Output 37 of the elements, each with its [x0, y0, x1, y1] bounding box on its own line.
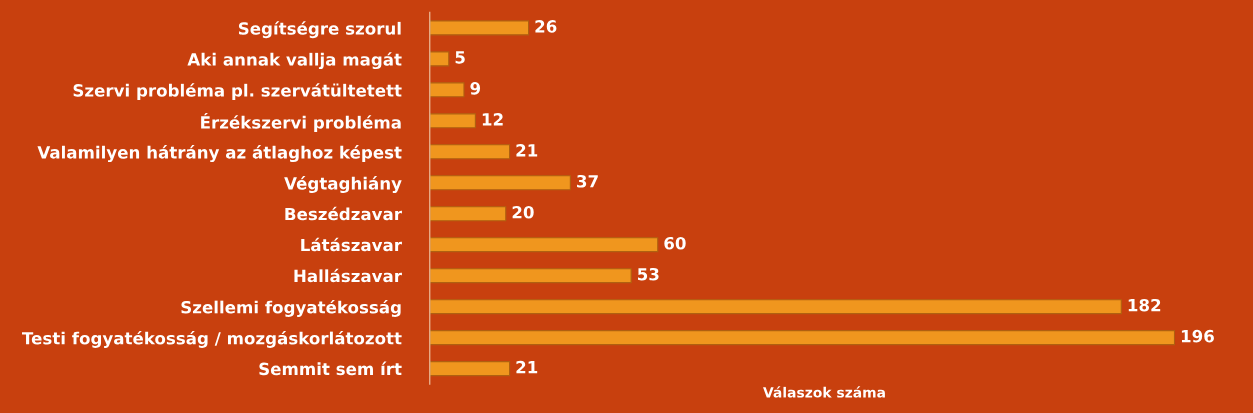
bar — [429, 82, 465, 98]
bar — [429, 361, 511, 377]
bar — [429, 20, 530, 36]
y-tick-label: Szervi probléma pl. szervátültetett — [73, 83, 402, 100]
bar — [429, 237, 659, 253]
y-tick-label: Aki annak vallja magát — [187, 52, 402, 70]
bar — [429, 206, 507, 222]
bar — [429, 144, 511, 160]
data-label: 182 — [1128, 298, 1161, 312]
y-tick-label: Valamilyen hátrány az átlaghoz képest — [37, 145, 402, 163]
data-label: 21 — [516, 360, 538, 374]
data-label: 21 — [516, 144, 538, 157]
data-label: 60 — [664, 236, 686, 250]
y-tick-label: Látászavar — [301, 237, 402, 252]
bar — [429, 299, 1122, 315]
data-label: 53 — [638, 267, 659, 281]
bar — [429, 330, 1176, 346]
bar — [429, 268, 632, 284]
data-label: 20 — [512, 205, 534, 219]
y-tick-label: Hallászavar — [294, 268, 402, 283]
y-tick-label: Beszédzavar — [285, 206, 402, 221]
y-tick-label: Érzékszervi probléma — [201, 113, 401, 132]
data-label: 26 — [535, 20, 557, 33]
data-label: 9 — [470, 82, 481, 95]
bar — [429, 175, 571, 191]
y-tick-label: Végtaghiány — [284, 176, 402, 194]
y-tick-label: Segítségre szorul — [238, 21, 401, 39]
bar — [429, 113, 476, 129]
data-label: 5 — [455, 51, 465, 64]
bar — [429, 51, 450, 67]
x-axis-title: Válaszok száma — [763, 386, 885, 398]
data-label: 196 — [1181, 329, 1214, 343]
data-label: 12 — [482, 113, 503, 126]
y-tick-label: Testi fogyatékosság / mozgáskorlátozott — [22, 330, 402, 348]
data-label: 37 — [577, 174, 598, 188]
y-tick-label: Semmit sem írt — [259, 361, 402, 376]
y-tick-label: Szellemi fogyatékosság — [181, 299, 401, 317]
